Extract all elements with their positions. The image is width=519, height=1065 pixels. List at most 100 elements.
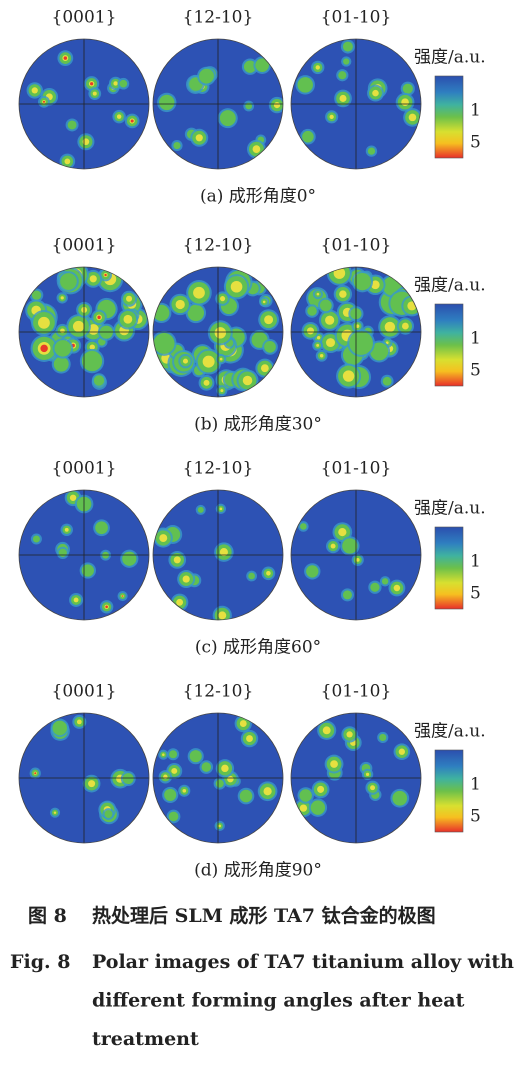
- blob: [176, 598, 184, 606]
- pole-label: {01-10}: [321, 682, 392, 702]
- blob: [67, 120, 77, 130]
- colorbar-tick: 5: [470, 133, 481, 153]
- panel-caption: (a) 成形角度0°: [200, 187, 316, 207]
- blob: [89, 344, 95, 350]
- blob: [182, 575, 190, 583]
- blob: [248, 572, 256, 580]
- blob: [220, 389, 224, 393]
- blob: [189, 750, 202, 763]
- blob: [40, 344, 48, 353]
- blob: [365, 772, 370, 776]
- blob: [408, 113, 417, 122]
- pole-figure: [291, 267, 421, 397]
- blob: [76, 719, 82, 725]
- blob: [175, 299, 185, 310]
- pole-outline: [152, 489, 284, 621]
- blob: [63, 56, 68, 60]
- blob: [382, 376, 392, 386]
- pole-outline: [18, 266, 150, 398]
- blob: [42, 100, 46, 103]
- blob: [182, 358, 189, 364]
- panel-caption: (b) 成形角度30°: [194, 415, 322, 435]
- colorbar-tick: 5: [470, 807, 481, 827]
- blob: [81, 350, 103, 372]
- pole-outline: [290, 266, 422, 398]
- blob: [392, 790, 408, 806]
- pole-figure: [291, 39, 421, 169]
- blob: [69, 494, 77, 501]
- caption-line: Polar images of TA7 titanium alloy with: [92, 951, 514, 973]
- panel-caption: (d) 成形角度90°: [194, 861, 322, 881]
- blob: [299, 789, 312, 802]
- blob: [32, 535, 40, 543]
- blob: [246, 735, 253, 742]
- colorbar-tick: 5: [470, 361, 481, 381]
- blob: [104, 810, 113, 818]
- blob: [219, 507, 223, 511]
- blob: [243, 60, 257, 73]
- blob: [92, 91, 97, 96]
- blob: [353, 272, 372, 291]
- blob: [319, 354, 324, 358]
- colorbar: [434, 749, 464, 833]
- colorbar-label: 强度/a.u.: [414, 276, 486, 296]
- pole-figure: [153, 490, 283, 620]
- blob: [355, 558, 360, 562]
- blob: [329, 114, 334, 119]
- blob: [402, 83, 413, 94]
- blob: [215, 779, 224, 788]
- blob: [122, 773, 134, 785]
- blob: [239, 789, 253, 803]
- blob: [104, 273, 107, 277]
- colorbar-label: 强度/a.u.: [414, 722, 486, 742]
- blob: [162, 753, 165, 756]
- blob: [201, 762, 212, 772]
- blob: [53, 356, 69, 372]
- blob: [116, 114, 122, 119]
- blob: [218, 611, 227, 620]
- blob: [119, 79, 128, 88]
- pole-figure: [291, 490, 421, 620]
- blob: [302, 130, 314, 143]
- blob: [338, 528, 347, 537]
- pole-label: {12-10}: [183, 236, 254, 256]
- pole-label: {01-10}: [321, 236, 392, 256]
- blob: [339, 290, 347, 298]
- blob: [342, 590, 352, 600]
- blob: [81, 564, 95, 577]
- blob: [263, 787, 272, 796]
- blob: [219, 296, 226, 302]
- blob: [202, 355, 215, 368]
- blob: [342, 538, 358, 554]
- blob: [370, 280, 380, 290]
- blob: [299, 804, 308, 812]
- blob: [273, 101, 281, 109]
- blob: [401, 322, 409, 330]
- blob: [31, 87, 38, 94]
- blob: [88, 780, 96, 788]
- blob: [218, 824, 222, 828]
- pole-outline: [152, 266, 284, 398]
- blob: [322, 726, 331, 735]
- blob: [199, 68, 214, 84]
- blob: [93, 375, 105, 386]
- blob: [264, 341, 276, 353]
- blob: [219, 110, 236, 127]
- blob: [64, 158, 71, 165]
- blob: [355, 324, 360, 328]
- blob: [38, 316, 50, 329]
- pole-outline: [152, 38, 284, 170]
- blob: [342, 41, 353, 52]
- blob: [230, 280, 243, 293]
- panel-caption: (c) 成形角度60°: [195, 638, 321, 658]
- blob: [197, 506, 204, 513]
- blob: [319, 299, 332, 312]
- blob: [338, 71, 347, 80]
- blob: [54, 340, 72, 357]
- blob: [164, 788, 177, 802]
- blob: [60, 296, 64, 300]
- blob: [169, 750, 178, 759]
- pole-figure: [291, 713, 421, 843]
- blob: [316, 343, 320, 347]
- blob: [306, 565, 319, 578]
